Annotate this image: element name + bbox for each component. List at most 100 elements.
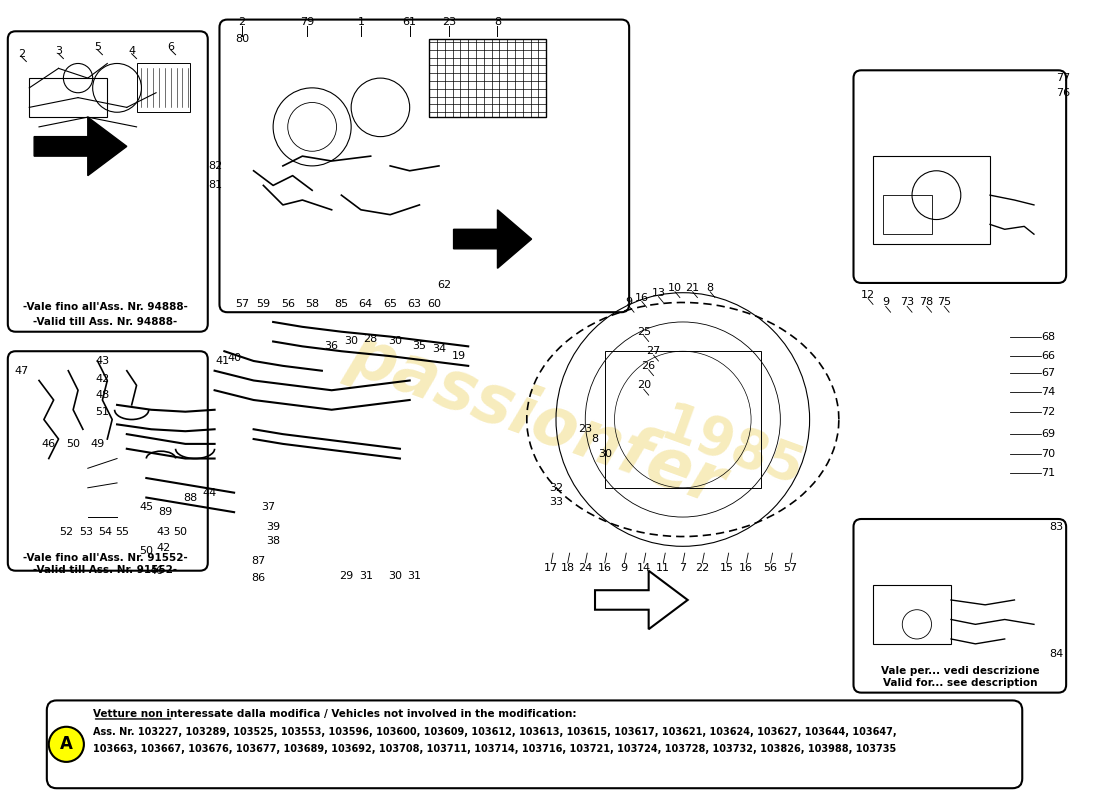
Text: 13: 13 <box>651 288 666 298</box>
Text: 47: 47 <box>14 366 29 376</box>
Text: 32: 32 <box>549 482 563 493</box>
Text: 54: 54 <box>98 526 112 537</box>
Text: 9: 9 <box>620 562 628 573</box>
Text: 80: 80 <box>234 34 249 44</box>
Text: 70: 70 <box>1042 449 1056 458</box>
Text: passionfer: passionfer <box>340 321 734 518</box>
Text: -Vale fino all'Ass. Nr. 91552-: -Vale fino all'Ass. Nr. 91552- <box>23 553 188 563</box>
FancyBboxPatch shape <box>854 519 1066 693</box>
Polygon shape <box>453 210 531 268</box>
Text: 57: 57 <box>234 299 249 310</box>
Text: 8: 8 <box>592 434 598 444</box>
Text: 69: 69 <box>1042 429 1056 439</box>
Text: 37: 37 <box>261 502 275 512</box>
Text: -Valid till Ass. Nr. 94888-: -Valid till Ass. Nr. 94888- <box>33 317 177 327</box>
Text: 60: 60 <box>427 299 441 310</box>
Text: 75: 75 <box>937 298 952 307</box>
Text: Vetture non interessate dalla modifica / Vehicles not involved in the modificati: Vetture non interessate dalla modifica /… <box>92 709 576 719</box>
Text: 89: 89 <box>158 507 173 517</box>
Text: 31: 31 <box>359 570 373 581</box>
Text: Ass. Nr. 103227, 103289, 103525, 103553, 103596, 103600, 103609, 103612, 103613,: Ass. Nr. 103227, 103289, 103525, 103553,… <box>92 726 896 737</box>
Text: 7: 7 <box>679 562 686 573</box>
Text: 76: 76 <box>1056 88 1070 98</box>
Text: 84: 84 <box>1049 649 1064 658</box>
Bar <box>873 156 990 244</box>
Text: 57: 57 <box>783 562 798 573</box>
Polygon shape <box>595 570 688 630</box>
Text: 51: 51 <box>96 406 109 417</box>
FancyBboxPatch shape <box>854 70 1066 283</box>
Text: 39: 39 <box>266 522 280 532</box>
Bar <box>605 351 761 488</box>
Text: 30: 30 <box>344 337 359 346</box>
Text: 4: 4 <box>128 46 135 56</box>
Text: 56: 56 <box>763 562 778 573</box>
Text: 30: 30 <box>597 449 612 458</box>
Text: 43: 43 <box>157 526 170 537</box>
Text: 2: 2 <box>18 49 25 58</box>
Text: 61: 61 <box>403 17 417 26</box>
Text: 64: 64 <box>359 299 373 310</box>
Text: 50: 50 <box>140 546 153 556</box>
Text: 35: 35 <box>412 342 427 351</box>
Text: Valid for... see description: Valid for... see description <box>882 678 1037 688</box>
Text: 16: 16 <box>739 562 754 573</box>
Text: 19: 19 <box>451 351 465 361</box>
Text: 25: 25 <box>637 326 651 337</box>
Text: 26: 26 <box>641 361 656 371</box>
Text: 83: 83 <box>1049 522 1064 532</box>
Text: 5: 5 <box>94 42 101 52</box>
Text: 78: 78 <box>920 298 934 307</box>
Text: 52: 52 <box>59 526 74 537</box>
Text: 86: 86 <box>252 573 265 582</box>
Text: 16: 16 <box>597 562 612 573</box>
Text: 59: 59 <box>256 299 271 310</box>
Text: 3: 3 <box>55 46 62 56</box>
Text: 12: 12 <box>861 290 876 300</box>
Text: 81: 81 <box>208 181 222 190</box>
Text: 21: 21 <box>685 283 700 293</box>
Text: 43: 43 <box>96 356 110 366</box>
Text: 67: 67 <box>1042 368 1056 378</box>
Text: 8: 8 <box>494 17 501 26</box>
Text: -Valid till Ass. Nr. 91552-: -Valid till Ass. Nr. 91552- <box>33 565 177 574</box>
Text: 44: 44 <box>202 488 217 498</box>
Text: 36: 36 <box>324 342 339 351</box>
Text: 42: 42 <box>156 543 170 554</box>
Text: 45: 45 <box>140 502 153 512</box>
Text: 29: 29 <box>339 570 353 581</box>
Text: 24: 24 <box>579 562 593 573</box>
Text: 87: 87 <box>252 556 265 566</box>
Text: 28: 28 <box>363 334 377 343</box>
Text: 23: 23 <box>579 424 592 434</box>
Text: 71: 71 <box>1042 468 1056 478</box>
Text: 65: 65 <box>383 299 397 310</box>
Bar <box>873 586 952 644</box>
Text: 77: 77 <box>1056 73 1070 83</box>
FancyBboxPatch shape <box>220 19 629 312</box>
Text: 63: 63 <box>408 299 421 310</box>
Text: 1985: 1985 <box>653 399 810 498</box>
FancyBboxPatch shape <box>8 31 208 332</box>
Text: 88: 88 <box>183 493 197 502</box>
Text: 9: 9 <box>626 298 632 307</box>
Text: 11: 11 <box>657 562 670 573</box>
Text: 73: 73 <box>900 298 914 307</box>
Text: 46: 46 <box>42 439 56 449</box>
Text: A: A <box>59 735 73 754</box>
Text: 48: 48 <box>96 390 110 400</box>
Text: 30: 30 <box>388 570 401 581</box>
Text: 33: 33 <box>549 498 563 507</box>
Circle shape <box>48 726 84 762</box>
Text: 34: 34 <box>432 344 446 354</box>
Text: 18: 18 <box>561 562 575 573</box>
Text: 23: 23 <box>441 17 455 26</box>
Text: 82: 82 <box>208 161 222 171</box>
Text: 46: 46 <box>148 566 163 576</box>
FancyBboxPatch shape <box>47 701 1022 788</box>
Text: 40: 40 <box>227 353 241 363</box>
Text: 58: 58 <box>305 299 319 310</box>
Text: 66: 66 <box>1042 351 1056 361</box>
Text: 8: 8 <box>706 283 714 293</box>
Text: 10: 10 <box>668 283 682 293</box>
